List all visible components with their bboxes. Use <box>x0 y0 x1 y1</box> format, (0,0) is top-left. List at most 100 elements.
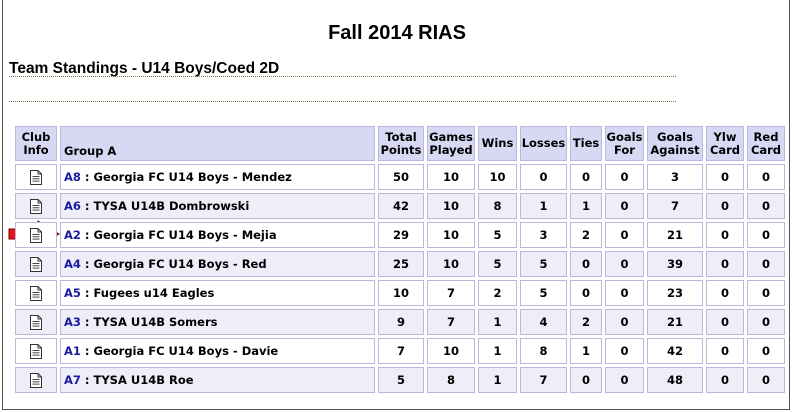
games-played-cell: 7 <box>427 309 475 335</box>
goals-against-cell: 23 <box>647 280 703 306</box>
yellow-card-cell: 0 <box>706 251 744 277</box>
document-icon[interactable] <box>30 169 42 185</box>
table-row: A3 : TYSA U14B Somers 9 7 1 4 2 0 21 0 0 <box>15 309 785 335</box>
table-row: A5 : Fugees u14 Eagles 10 7 2 5 0 0 23 0 0 <box>15 280 785 306</box>
page-title: Fall 2014 RIAS <box>328 22 466 44</box>
document-icon[interactable] <box>30 314 42 330</box>
team-code-link[interactable]: A3 <box>64 315 81 329</box>
games-played-cell: 7 <box>427 280 475 306</box>
team-name: : TYSA U14B Somers <box>80 315 218 329</box>
team-code-link[interactable]: A2 <box>64 228 81 242</box>
losses-cell: 5 <box>520 280 567 306</box>
red-card-cell: 0 <box>747 164 785 190</box>
goals-for-cell: 0 <box>605 309 644 335</box>
ties-cell: 1 <box>570 338 602 364</box>
yellow-card-cell: 0 <box>706 309 744 335</box>
team-cell: A7 : TYSA U14B Roe <box>60 367 375 393</box>
club-info-cell <box>15 338 57 364</box>
team-name: : Fugees u14 Eagles <box>80 286 215 300</box>
red-card-cell: 0 <box>747 222 785 248</box>
table-header-row: Club Info Group A Total Points Games Pla… <box>15 126 785 161</box>
header-games-played: Games Played <box>427 126 475 161</box>
red-card-cell: 0 <box>747 309 785 335</box>
goals-for-cell: 0 <box>605 222 644 248</box>
wins-cell: 1 <box>478 367 517 393</box>
document-icon[interactable] <box>30 343 42 359</box>
team-name: : TYSA U14B Roe <box>80 373 194 387</box>
games-played-cell: 10 <box>427 251 475 277</box>
team-cell: A4 : Georgia FC U14 Boys - Red <box>60 251 375 277</box>
goals-against-cell: 39 <box>647 251 703 277</box>
team-code-link[interactable]: A1 <box>64 344 81 358</box>
goals-for-cell: 0 <box>605 251 644 277</box>
header-losses: Losses <box>520 126 567 161</box>
red-card-cell: 0 <box>747 367 785 393</box>
total-points-cell: 5 <box>378 367 424 393</box>
club-info-cell <box>15 164 57 190</box>
team-cell: A2 : Georgia FC U14 Boys - Mejia <box>60 222 375 248</box>
document-icon[interactable] <box>30 372 42 388</box>
yellow-card-cell: 0 <box>706 280 744 306</box>
ties-cell: 1 <box>570 193 602 219</box>
losses-cell: 5 <box>520 251 567 277</box>
team-code-link[interactable]: A6 <box>64 199 81 213</box>
wins-cell: 8 <box>478 193 517 219</box>
ties-cell: 0 <box>570 164 602 190</box>
yellow-card-cell: 0 <box>706 338 744 364</box>
team-name: : TYSA U14B Dombrowski <box>80 199 250 213</box>
goals-for-cell: 0 <box>605 280 644 306</box>
ties-cell: 2 <box>570 222 602 248</box>
table-row: A1 : Georgia FC U14 Boys - Davie 7 10 1 8 1 0 4… <box>15 338 785 364</box>
losses-cell: 0 <box>520 164 567 190</box>
document-icon[interactable] <box>30 285 42 301</box>
games-played-cell: 10 <box>427 164 475 190</box>
losses-cell: 7 <box>520 367 567 393</box>
goals-for-cell: 0 <box>605 338 644 364</box>
total-points-cell: 10 <box>378 280 424 306</box>
standings-subtitle: Team Standings - U14 Boys/Coed 2D <box>9 60 280 77</box>
document-icon[interactable] <box>30 256 42 272</box>
team-code-link[interactable]: A8 <box>64 170 81 184</box>
goals-against-cell: 21 <box>647 309 703 335</box>
wins-cell: 1 <box>478 309 517 335</box>
team-name: : Georgia FC U14 Boys - Red <box>80 257 267 271</box>
total-points-cell: 7 <box>378 338 424 364</box>
club-info-cell <box>15 251 57 277</box>
total-points-cell: 50 <box>378 164 424 190</box>
goals-against-cell: 42 <box>647 338 703 364</box>
yellow-card-cell: 0 <box>706 367 744 393</box>
games-played-cell: 10 <box>427 338 475 364</box>
total-points-cell: 25 <box>378 251 424 277</box>
red-card-cell: 0 <box>747 193 785 219</box>
header-ties: Ties <box>570 126 602 161</box>
team-code-link[interactable]: A7 <box>64 373 81 387</box>
dotted-divider <box>9 76 676 77</box>
team-cell: A6 : TYSA U14B Dombrowski <box>60 193 375 219</box>
team-name: : Georgia FC U14 Boys - Mendez <box>80 170 292 184</box>
club-info-cell <box>15 222 57 248</box>
goals-against-cell: 21 <box>647 222 703 248</box>
wins-cell: 10 <box>478 164 517 190</box>
document-icon[interactable] <box>30 227 42 243</box>
table-row: A2 : Georgia FC U14 Boys - Mejia 29 10 5 3 2 0… <box>15 222 785 248</box>
header-red-card: Red Card <box>747 126 785 161</box>
ties-cell: 0 <box>570 280 602 306</box>
goals-against-cell: 7 <box>647 193 703 219</box>
wins-cell: 5 <box>478 222 517 248</box>
team-cell: A1 : Georgia FC U14 Boys - Davie <box>60 338 375 364</box>
document-icon[interactable] <box>30 198 42 214</box>
team-code-link[interactable]: A5 <box>64 286 81 300</box>
team-code-link[interactable]: A4 <box>64 257 81 271</box>
header-club-info: Club Info <box>15 126 57 161</box>
dotted-divider <box>9 101 676 102</box>
header-wins: Wins <box>478 126 517 161</box>
goals-for-cell: 0 <box>605 164 644 190</box>
team-name: : Georgia FC U14 Boys - Davie <box>80 344 279 358</box>
team-cell: A8 : Georgia FC U14 Boys - Mendez <box>60 164 375 190</box>
goals-against-cell: 48 <box>647 367 703 393</box>
goals-against-cell: 3 <box>647 164 703 190</box>
yellow-card-cell: 0 <box>706 164 744 190</box>
club-info-cell <box>15 309 57 335</box>
yellow-card-cell: 0 <box>706 222 744 248</box>
total-points-cell: 29 <box>378 222 424 248</box>
